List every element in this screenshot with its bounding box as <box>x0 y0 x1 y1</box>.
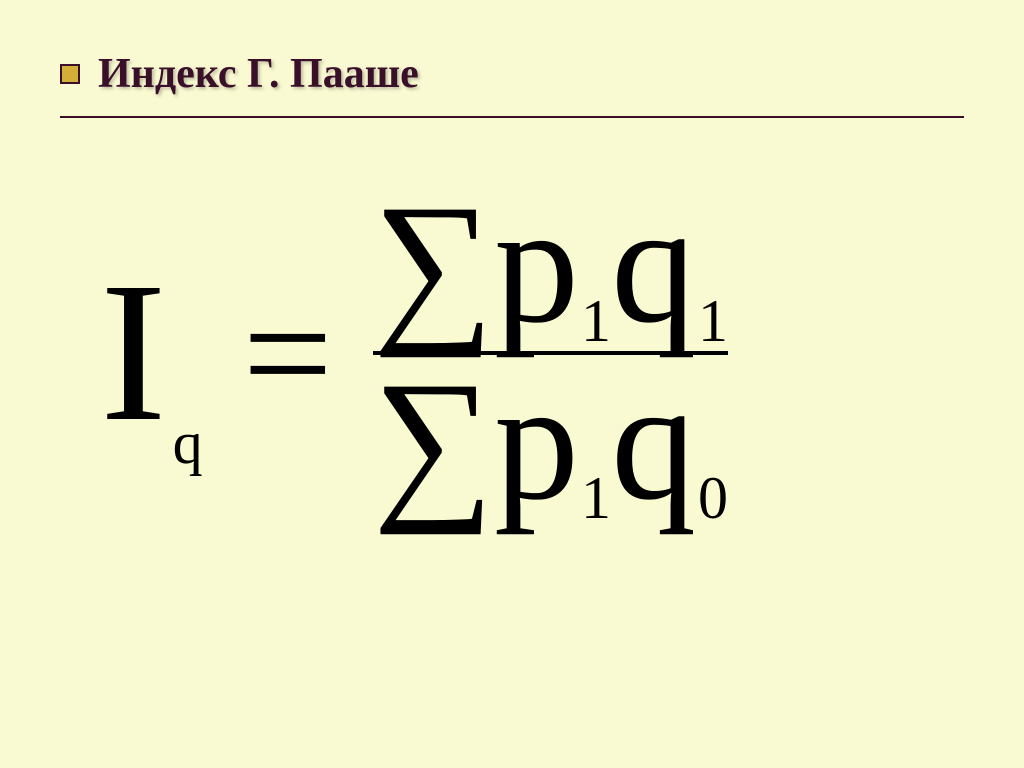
num-q: q <box>611 188 696 341</box>
num-p-sub: 1 <box>581 291 611 351</box>
den-p-sub: 1 <box>581 468 611 528</box>
formula-lhs: I q <box>100 253 203 453</box>
den-q-sub: 0 <box>698 468 728 528</box>
title-underline <box>60 116 964 118</box>
title-underline-wrap <box>60 116 964 118</box>
den-p: p <box>494 365 579 518</box>
lhs-subscript: q <box>173 413 203 473</box>
num-q-sub: 1 <box>698 291 728 351</box>
num-p: p <box>494 188 579 341</box>
slide-title: Индекс Г. Пааше <box>98 50 419 98</box>
title-row: Индекс Г. Пааше <box>60 50 964 98</box>
slide: Индекс Г. Пааше I q = ∑ p 1 q 1 ∑ p 1 q <box>0 0 1024 768</box>
numerator: ∑ p 1 q 1 <box>373 188 728 341</box>
formula-rhs: ∑ p 1 q 1 ∑ p 1 q 0 <box>373 188 728 518</box>
sigma-icon: ∑ <box>373 365 494 518</box>
title-bullet-icon <box>60 64 80 84</box>
den-q: q <box>611 365 696 518</box>
denominator: ∑ p 1 q 0 <box>373 365 728 518</box>
formula: I q = ∑ p 1 q 1 ∑ p 1 q 0 <box>60 188 964 518</box>
equals-sign: = <box>243 273 333 433</box>
lhs-symbol: I <box>100 253 167 453</box>
sigma-icon: ∑ <box>373 188 494 341</box>
